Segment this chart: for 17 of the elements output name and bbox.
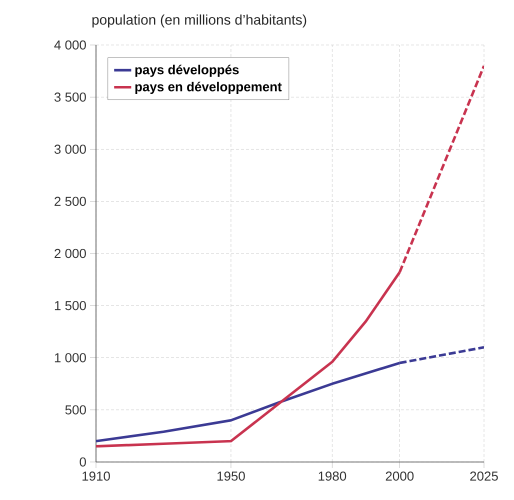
x-tick-label: 2025 xyxy=(470,472,498,481)
y-tick-label: 0 xyxy=(80,457,86,467)
y-tick-label: 3 500 xyxy=(54,92,86,102)
y-tick-label: 3 000 xyxy=(54,144,86,154)
y-tick-label: 2 500 xyxy=(54,196,86,206)
y-tick-label: 1 000 xyxy=(54,353,86,362)
legend-label: pays en développement xyxy=(135,82,282,94)
legend-label: pays développés xyxy=(135,64,239,77)
y-tick-label: 4 000 xyxy=(54,40,86,50)
y-axis-title: population (en millions d’habitants) xyxy=(92,14,306,28)
y-tick-label: 500 xyxy=(65,405,86,414)
y-tick-label: 1 500 xyxy=(54,301,86,310)
x-tick-label: 1950 xyxy=(217,472,245,481)
x-tick-label: 1910 xyxy=(82,472,110,481)
x-tick-label: 2000 xyxy=(386,472,414,481)
y-tick-label: 2 000 xyxy=(54,248,86,258)
x-tick-label: 1980 xyxy=(318,472,346,481)
